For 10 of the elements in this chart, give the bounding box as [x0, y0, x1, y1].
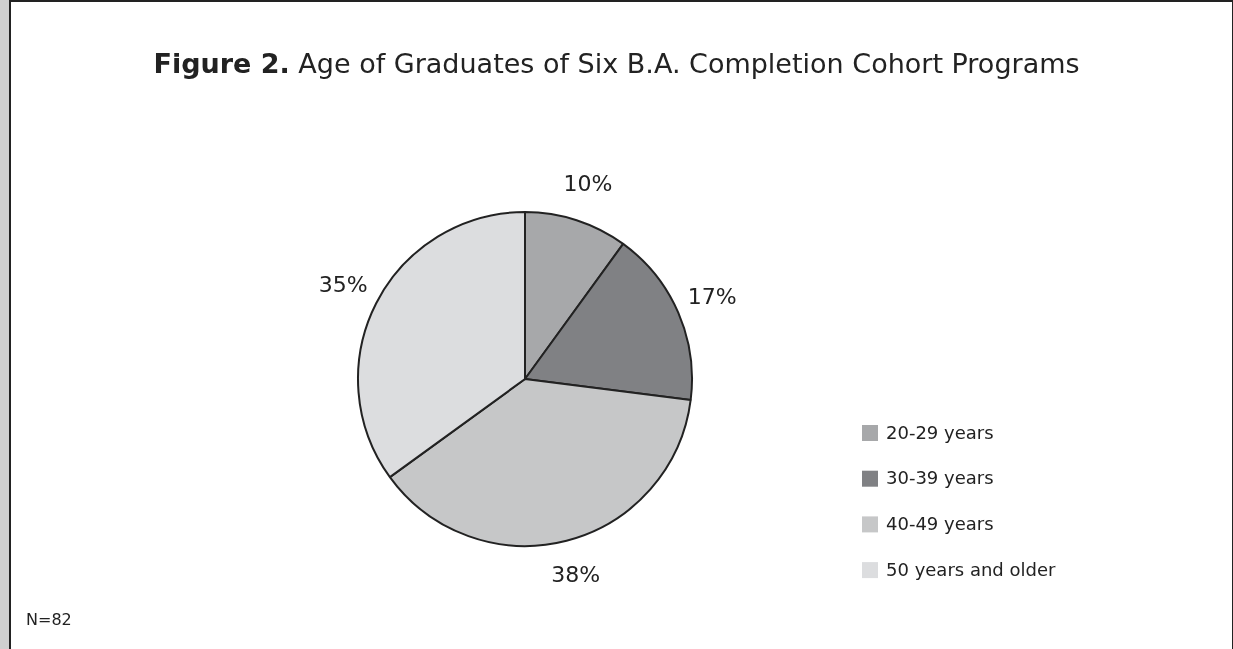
text: N=82 [26, 610, 72, 629]
legend-label: 40-49 years [886, 513, 994, 535]
data-label: 38% [551, 562, 601, 588]
data-label: 10% [563, 170, 613, 196]
data-label: 17% [687, 283, 737, 309]
data-label: 35% [318, 272, 368, 298]
legend-label: 30-39 years [886, 467, 994, 489]
chart-title: Figure 2. Age of Graduates of Six B.A. Completion Cohort Programs [153, 48, 1080, 79]
legend-label: 20-29 years [886, 421, 994, 443]
legend-label: 50 years and older [886, 558, 1056, 580]
